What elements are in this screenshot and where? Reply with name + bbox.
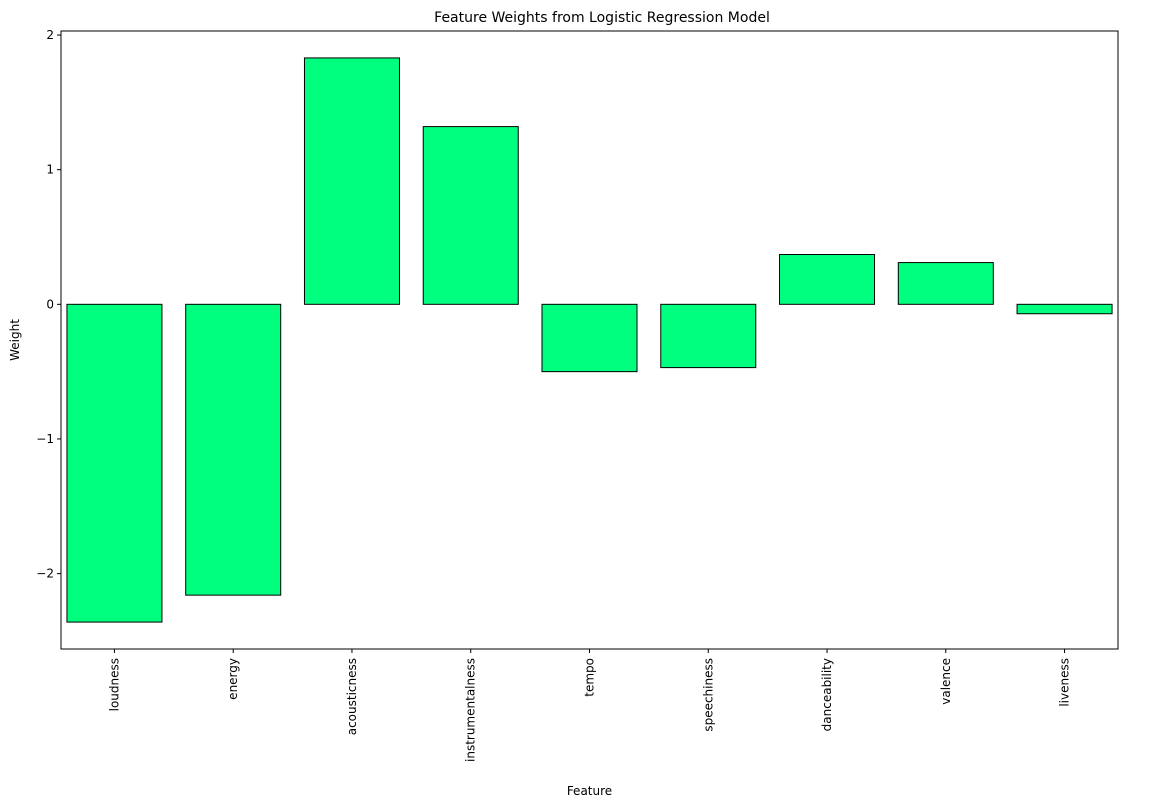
y-tick-label: 2 [46,28,54,42]
x-tick-label: tempo [583,658,597,697]
chart-title: Feature Weights from Logistic Regression… [434,10,770,26]
x-axis: loudness energy acousticness instrumentalne… [107,649,1072,762]
bar-acousticness [303,57,400,305]
bars-group [66,57,1113,623]
y-tick-label: −1 [36,432,54,446]
bar-danceability [779,254,876,305]
y-axis-label: Weight [8,319,22,361]
bar-energy [185,303,282,596]
bar-instrumentalness [422,126,519,305]
y-tick-label: 1 [46,163,54,177]
x-tick-label: energy [226,658,240,700]
x-tick-label: instrumentalness [464,658,478,762]
x-tick-label: speechiness [701,658,715,732]
y-tick-label: 0 [46,297,54,311]
x-tick-label: acousticness [345,658,359,735]
x-tick-label: danceability [820,658,834,731]
y-axis: −2 −1 0 1 2 [36,28,61,581]
bar-tempo [541,303,638,373]
plot-frame [60,30,1119,650]
x-tick-label: liveness [1058,658,1072,707]
bar-loudness [66,303,163,623]
bar-speechiness [660,303,757,369]
x-tick-label: valence [939,658,953,705]
bar-liveness [1016,303,1113,315]
y-tick-label: −2 [36,567,54,581]
x-axis-label: Feature [567,784,612,798]
bar-valence [897,262,994,305]
x-tick-label: loudness [107,658,121,711]
